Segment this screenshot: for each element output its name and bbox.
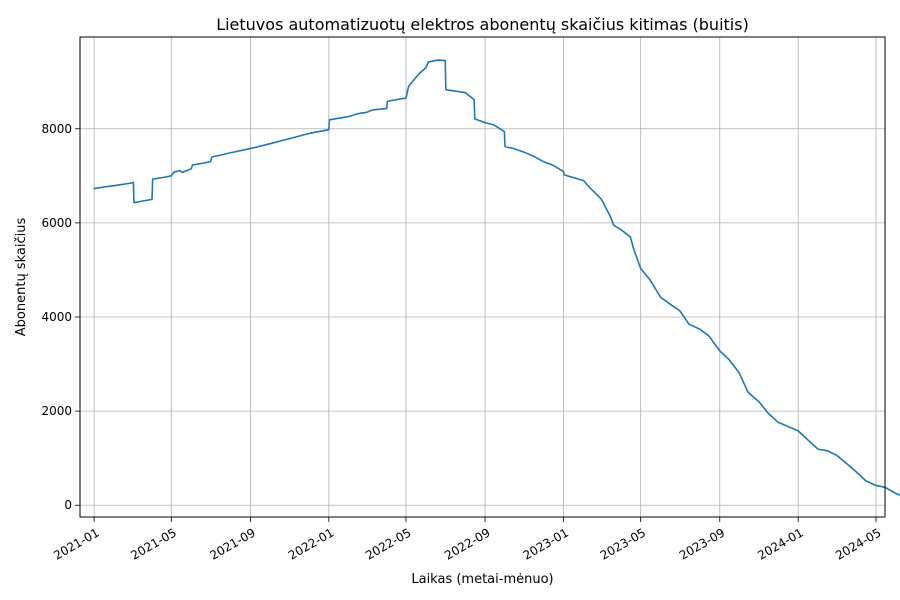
chart-title: Lietuvos automatizuotų elektros abonentų…: [216, 15, 749, 34]
y-tick-label: 6000: [41, 216, 72, 230]
y-tick-label: 8000: [41, 122, 72, 136]
x-axis-label: Laikas (metai-mėnuo): [411, 572, 553, 587]
series-group: [93, 59, 900, 497]
series-line-0: [93, 59, 900, 497]
plot-frame: [79, 36, 886, 518]
y-axis-label: Abonentų skaičius: [14, 218, 29, 337]
y-tick-label: 2000: [41, 404, 72, 418]
y-tick-label: 4000: [41, 310, 72, 324]
y-tick-label: 0: [64, 498, 72, 512]
plot-area: [80, 37, 885, 517]
grid-lines: [80, 37, 885, 517]
